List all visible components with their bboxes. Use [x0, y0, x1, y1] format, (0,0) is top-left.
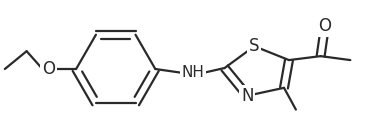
Text: S: S — [249, 37, 260, 55]
Text: N: N — [241, 87, 254, 105]
Text: NH: NH — [181, 65, 204, 80]
Text: O: O — [42, 60, 55, 78]
Text: O: O — [318, 17, 331, 35]
